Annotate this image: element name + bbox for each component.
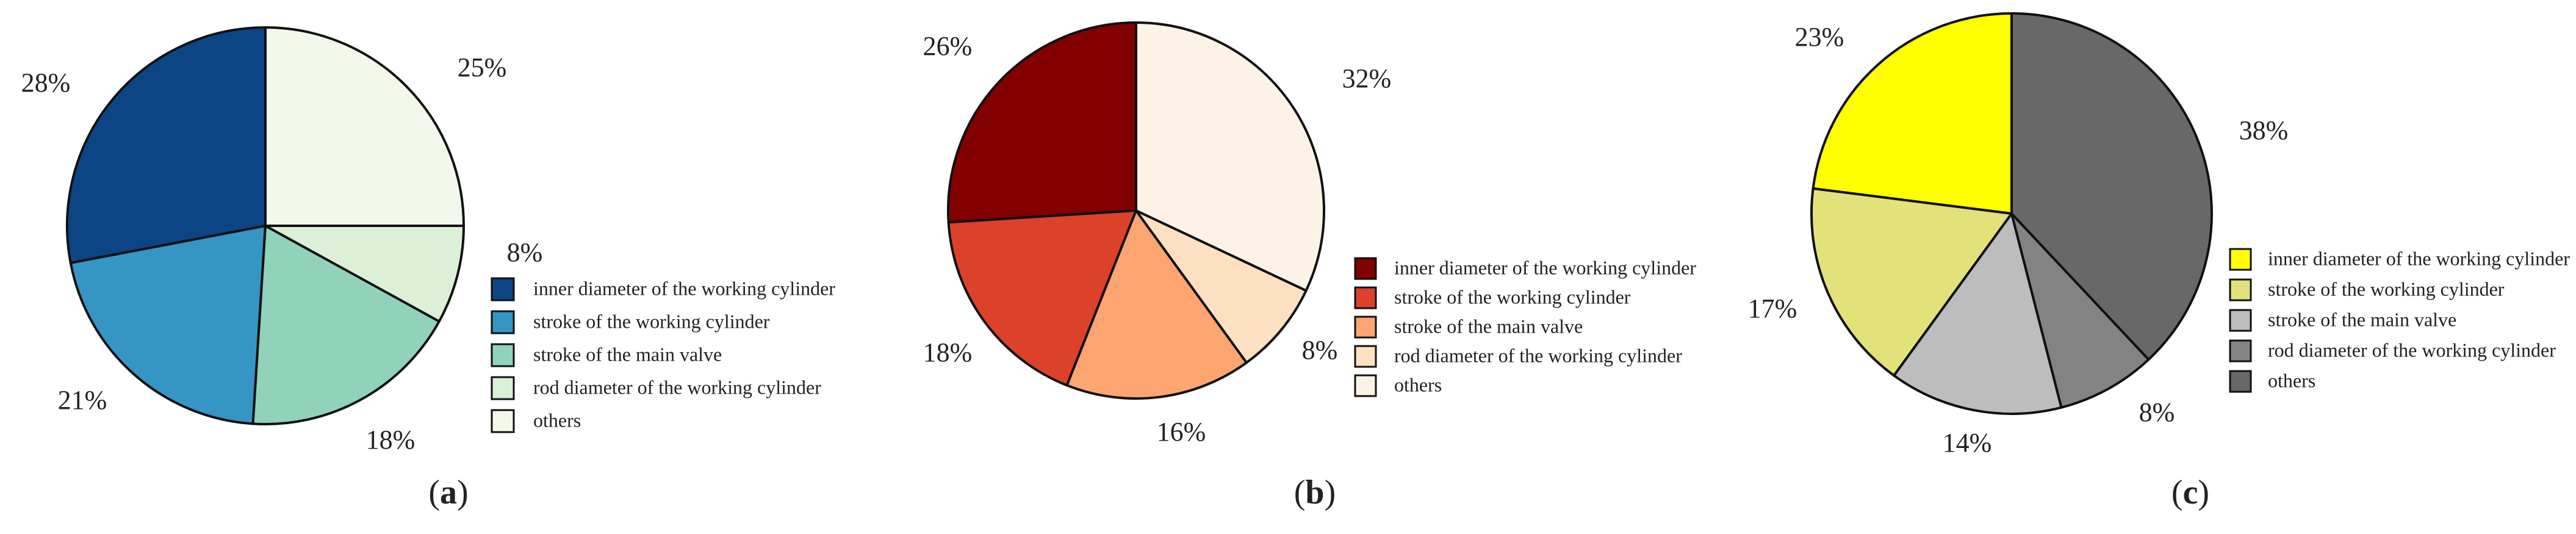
legend: inner diameter of the working cylinder st…	[491, 277, 835, 433]
legend-swatch	[1354, 345, 1377, 368]
legend-swatch	[2229, 309, 2252, 332]
slice-percent-label: 23%	[1795, 22, 1844, 52]
pie-slice	[1135, 209, 1308, 364]
slice-percent-label: 21%	[58, 385, 107, 415]
legend-swatch	[491, 310, 515, 334]
pie-slice	[251, 225, 441, 425]
pie-slice	[947, 21, 1137, 224]
slice-percent-label: 8%	[507, 237, 543, 267]
panel-label-close: )	[457, 474, 469, 511]
legend-label: others	[2268, 369, 2315, 391]
legend-label: stroke of the main valve	[2268, 308, 2456, 330]
legend-swatch	[1354, 316, 1377, 339]
legend-label: inner diameter of the working cylinder	[1394, 256, 1696, 278]
pie-slice	[1811, 12, 2013, 215]
pie-slice	[1810, 187, 2013, 377]
slice-percent-label: 17%	[1748, 294, 1797, 323]
legend-swatch	[2229, 278, 2252, 301]
legend-swatch	[2229, 370, 2252, 393]
legend-label: stroke of the working cylinder	[533, 310, 770, 332]
legend-swatch	[1354, 374, 1377, 397]
slice-percent-label: 32%	[1342, 63, 1392, 93]
pie-slice	[69, 225, 267, 425]
panel-label-open: (	[428, 474, 440, 511]
pie-slice	[1135, 21, 1325, 292]
panel-label: (c)	[2171, 474, 2209, 511]
legend: inner diameter of the working cylinder st…	[1354, 256, 1696, 397]
legend-swatch	[491, 376, 515, 400]
legend: inner diameter of the working cylinder st…	[2229, 247, 2570, 393]
slice-percent-label: 28%	[21, 68, 71, 98]
legend-label: stroke of the main valve	[533, 343, 722, 365]
panel-label: (b)	[1294, 474, 1336, 511]
legend-label: rod diameter of the working cylinder	[533, 376, 821, 398]
legend-swatch	[491, 409, 515, 433]
legend-label: others	[1394, 373, 1442, 395]
panel-label-letter: b	[1305, 474, 1324, 511]
pie-slice	[2010, 12, 2213, 361]
legend-label: inner diameter of the working cylinder	[2268, 247, 2570, 269]
slice-percent-label: 18%	[366, 425, 416, 455]
pie-panel-1: 28% 21% 18% 8% 25% inner diameter of the work…	[21, 26, 835, 511]
legend-swatch	[2229, 248, 2252, 271]
pie-slice	[2010, 212, 2150, 409]
panel-label-open: (	[2171, 474, 2183, 511]
legend-swatch	[1354, 257, 1377, 280]
panel-label-open: (	[1294, 474, 1306, 511]
legend-label: stroke of the main valve	[1394, 315, 1583, 337]
legend-swatch	[491, 277, 515, 301]
slice-percent-label: 8%	[1302, 335, 1338, 365]
slice-percent-label: 25%	[458, 52, 507, 82]
pie-slice	[1065, 209, 1248, 400]
slice-percent-label: 16%	[1157, 417, 1206, 447]
pie-panel-3: 23% 17% 14% 8% 38% inner diameter of the work…	[1748, 12, 2570, 511]
legend-label: inner diameter of the working cylinder	[533, 277, 835, 299]
panel-label: (a)	[428, 474, 468, 511]
panel-label-close: )	[2198, 474, 2209, 511]
pie-slice	[264, 225, 465, 323]
pie-slice	[66, 26, 267, 264]
pie-slice	[947, 209, 1137, 387]
legend-label: rod diameter of the working cylinder	[1394, 344, 1682, 366]
panel-label-close: )	[1325, 474, 1336, 511]
legend-label: stroke of the working cylinder	[1394, 286, 1631, 308]
legend-swatch	[1354, 286, 1377, 309]
legend-label: rod diameter of the working cylinder	[2268, 339, 2556, 361]
slice-percent-label: 38%	[2239, 115, 2289, 145]
legend-swatch	[2229, 339, 2252, 363]
slice-percent-label: 18%	[923, 337, 973, 367]
pie-panel-2: 26% 18% 16% 8% 32% inner diameter of the work…	[923, 21, 1696, 511]
pie-slice	[1893, 212, 2063, 415]
panel-label-letter: c	[2183, 474, 2198, 511]
pie-slice	[264, 26, 465, 227]
panel-label-letter: a	[440, 474, 457, 511]
slice-percent-label: 8%	[2139, 397, 2175, 427]
legend-label: others	[533, 409, 581, 431]
slice-percent-label: 26%	[923, 31, 973, 61]
legend-label: stroke of the working cylinder	[2268, 278, 2505, 300]
legend-swatch	[491, 343, 515, 367]
slice-percent-label: 14%	[1943, 428, 1992, 458]
